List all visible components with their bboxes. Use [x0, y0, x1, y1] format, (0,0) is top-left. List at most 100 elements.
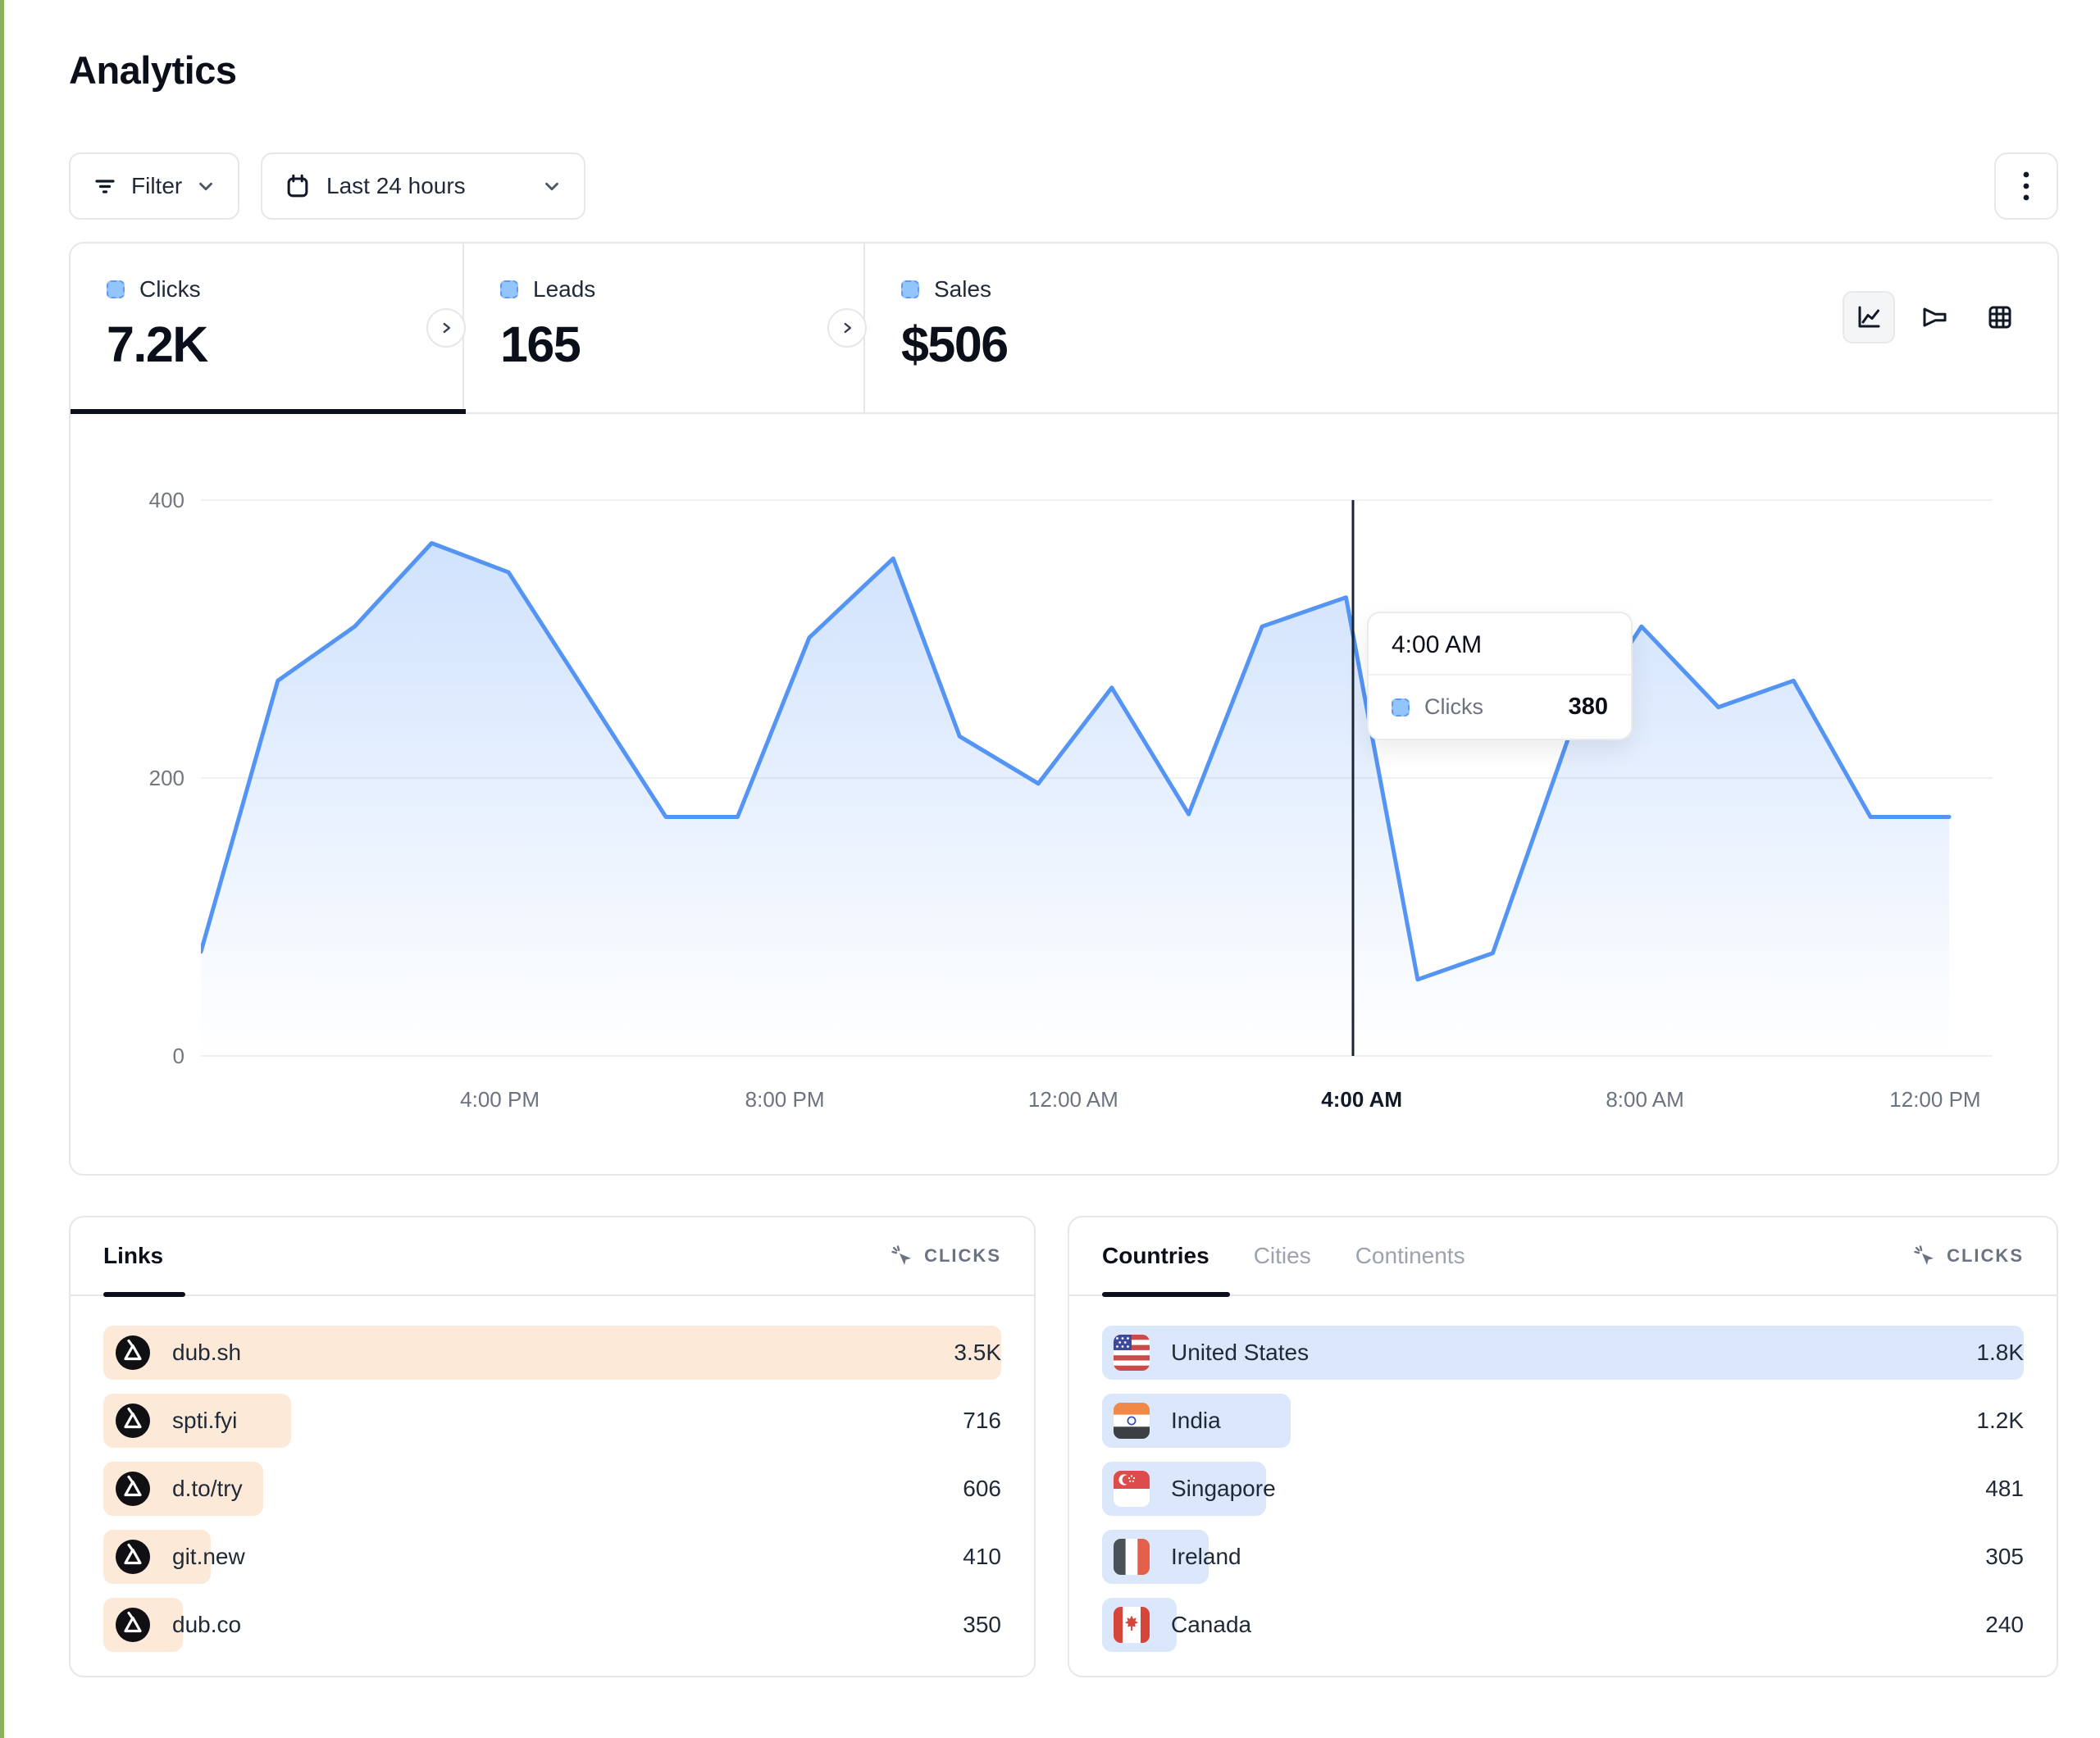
dub-logo-icon — [115, 1607, 151, 1643]
line-chart-toggle[interactable] — [1843, 291, 1895, 344]
list-item-value: 350 — [963, 1612, 1001, 1637]
chevron-down-icon — [195, 175, 216, 197]
tooltip-series-label: Clicks — [1424, 694, 1483, 719]
list-item-label: Canada — [1171, 1612, 1252, 1637]
chart-view-toggles — [1843, 291, 2026, 344]
left-accent-strip — [0, 0, 4, 1738]
calendar-icon — [284, 172, 312, 200]
list-item-label: India — [1171, 1408, 1221, 1433]
stats-row: Clicks 7.2K Leads 165 Sales $506 — [71, 243, 2057, 414]
tab-cities[interactable]: Cities — [1253, 1243, 1311, 1268]
links-panel: Links CLICKS dub.sh 3.5K spti.fyi 716 d.to/t… — [69, 1216, 1036, 1677]
list-item[interactable]: Canada 240 — [1102, 1598, 2024, 1652]
expand-clicks-button[interactable] — [426, 308, 466, 348]
list-item-value: 1.2K — [1976, 1408, 2024, 1433]
stat-value: 7.2K — [107, 316, 208, 372]
list-item[interactable]: git.new 410 — [103, 1530, 1001, 1584]
countries-metric-label: CLICKS — [1947, 1245, 2024, 1266]
list-item[interactable]: dub.co 350 — [103, 1598, 1001, 1652]
page-title: Analytics — [69, 48, 237, 92]
list-item-value: 481 — [1985, 1476, 2024, 1501]
chart-tooltip: 4:00 AM Clicks 380 — [1367, 612, 1633, 740]
stat-tab-leads[interactable]: Leads 165 — [464, 243, 865, 412]
x-tick-label: 8:00 AM — [1606, 1087, 1684, 1112]
clicks-area-chart[interactable] — [201, 492, 1993, 1066]
dub-logo-icon — [115, 1539, 151, 1575]
stat-value: 165 — [500, 316, 581, 372]
list-item[interactable]: India 1.2K — [1102, 1394, 2024, 1448]
value-bar — [103, 1326, 1001, 1380]
tab-continents[interactable]: Continents — [1355, 1243, 1465, 1268]
list-item-value: 240 — [1985, 1612, 2024, 1637]
leads-series-chip — [500, 280, 518, 298]
cursor-click-icon — [890, 1244, 914, 1268]
y-tick-label: 0 — [172, 1044, 184, 1068]
dub-logo-icon — [115, 1335, 151, 1371]
list-item-value: 716 — [963, 1408, 1001, 1433]
active-tab-underline — [71, 409, 466, 414]
stat-tab-sales[interactable]: Sales $506 — [865, 243, 2057, 412]
active-tab-underline — [103, 1292, 185, 1297]
list-item-value: 606 — [963, 1476, 1001, 1501]
list-item-label: spti.fyi — [172, 1408, 238, 1433]
sg-flag-icon — [1114, 1471, 1150, 1507]
stat-value: $506 — [901, 316, 1009, 372]
list-item-value: 410 — [963, 1544, 1001, 1569]
in-flag-icon — [1114, 1403, 1150, 1439]
stat-tab-clicks[interactable]: Clicks 7.2K — [71, 243, 466, 414]
date-range-label: Last 24 hours — [326, 173, 466, 198]
tab-countries[interactable]: Countries — [1102, 1243, 1209, 1268]
active-tab-underline — [1102, 1292, 1230, 1297]
y-tick-label: 400 — [148, 488, 184, 512]
dub-logo-icon — [115, 1471, 151, 1507]
value-bar — [1102, 1326, 2024, 1380]
list-item-label: United States — [1171, 1340, 1310, 1365]
funnel-icon — [1918, 301, 1951, 334]
x-tick-label: 4:00 AM — [1321, 1087, 1403, 1112]
list-item[interactable]: spti.fyi 716 — [103, 1394, 1001, 1448]
links-panel-header: Links CLICKS — [71, 1217, 1034, 1297]
stat-label: Leads — [533, 276, 596, 302]
list-item-label: Ireland — [1171, 1544, 1241, 1569]
table-grid-toggle[interactable] — [1974, 291, 2026, 344]
chart-area-fill — [201, 543, 1949, 1056]
us-flag-icon — [1114, 1335, 1150, 1371]
ie-flag-icon — [1114, 1539, 1150, 1575]
links-metric-label: CLICKS — [924, 1245, 1001, 1266]
list-item-value: 305 — [1985, 1544, 2024, 1569]
ca-flag-icon — [1114, 1607, 1150, 1643]
more-options-button[interactable] — [1994, 152, 2058, 220]
countries-panel: Countries Cities Continents CLICKS Unite… — [1068, 1216, 2058, 1677]
countries-panel-header: Countries Cities Continents CLICKS — [1069, 1217, 2057, 1297]
x-tick-label: 12:00 PM — [1889, 1087, 1981, 1112]
tab-links[interactable]: Links — [103, 1243, 164, 1268]
filter-icon — [92, 173, 118, 199]
list-item-label: d.to/try — [172, 1476, 243, 1501]
list-item-label: Singapore — [1171, 1476, 1276, 1501]
links-rows: dub.sh 3.5K spti.fyi 716 d.to/try 606 git.new 4… — [71, 1296, 1034, 1652]
expand-leads-button[interactable] — [827, 308, 867, 348]
clicks-series-chip — [107, 280, 125, 298]
table-grid-icon — [1984, 301, 2016, 334]
funnel-toggle[interactable] — [1908, 291, 1961, 344]
filter-button[interactable]: Filter — [69, 152, 240, 220]
countries-metric[interactable]: CLICKS — [1912, 1244, 2024, 1268]
filter-button-label: Filter — [131, 173, 183, 198]
chevron-down-icon — [541, 175, 563, 197]
list-item[interactable]: United States 1.8K — [1102, 1326, 2024, 1380]
links-metric[interactable]: CLICKS — [890, 1244, 1001, 1268]
list-item[interactable]: Ireland 305 — [1102, 1530, 2024, 1584]
list-item[interactable]: dub.sh 3.5K — [103, 1326, 1001, 1380]
line-chart-icon — [1852, 301, 1885, 334]
tooltip-time: 4:00 AM — [1369, 613, 1631, 676]
list-item-label: dub.co — [172, 1612, 242, 1637]
list-item-value: 3.5K — [954, 1340, 1001, 1365]
list-item[interactable]: d.to/try 606 — [103, 1462, 1001, 1516]
y-tick-label: 200 — [148, 766, 184, 790]
stat-label: Clicks — [139, 276, 201, 302]
stat-label: Sales — [934, 276, 992, 302]
kebab-vertical-icon — [2021, 168, 2031, 204]
list-item[interactable]: Singapore 481 — [1102, 1462, 2024, 1516]
date-range-button[interactable]: Last 24 hours — [261, 152, 585, 220]
cursor-click-icon — [1912, 1244, 1937, 1268]
